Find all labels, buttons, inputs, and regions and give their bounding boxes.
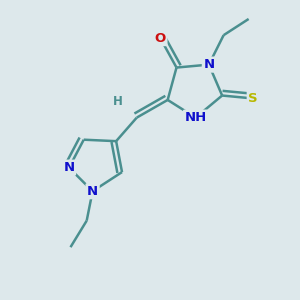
Text: N: N (203, 58, 214, 71)
Text: O: O (155, 32, 166, 45)
Text: N: N (87, 185, 98, 198)
Text: H: H (113, 95, 122, 108)
Text: NH: NH (184, 111, 207, 124)
Text: S: S (248, 92, 258, 105)
Text: N: N (64, 161, 75, 174)
